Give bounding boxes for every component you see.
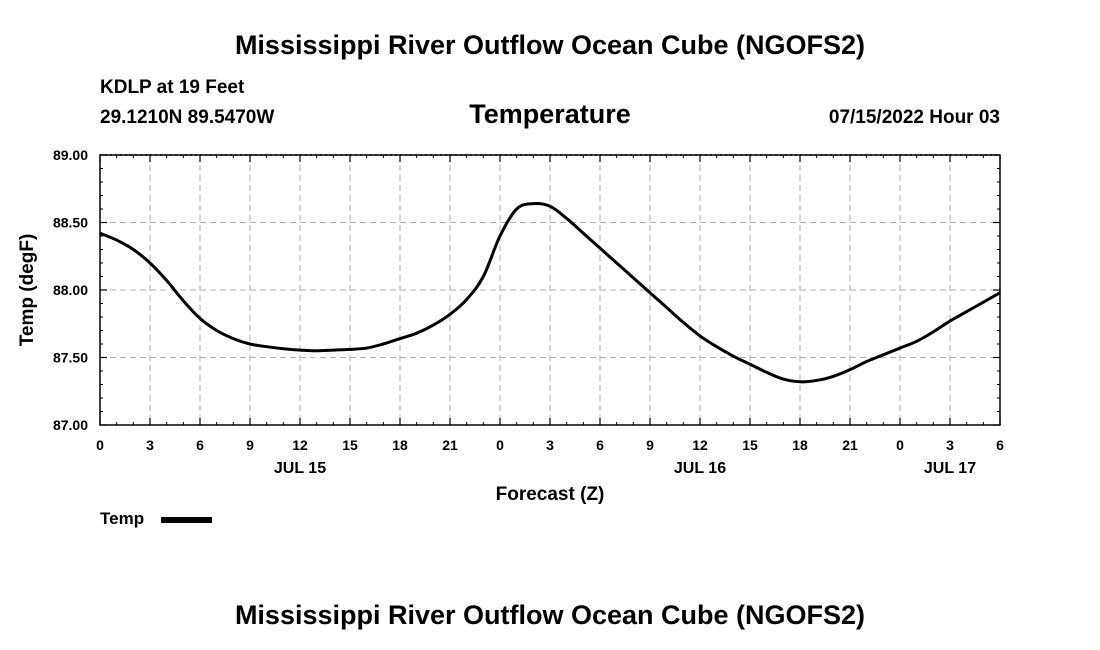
series-line-temp — [99, 201, 1001, 384]
legend-label: Temp — [100, 509, 145, 528]
y-tick-label: 87.50 — [53, 350, 88, 366]
temperature-chart: 0 3 6 9 12 15 18 21 0 3 6 9 12 15 18 21 0 3 6 87.00 87.50 88.… — [17, 147, 1004, 505]
x-tick-label: 21 — [842, 437, 858, 453]
x-tick-label: 3 — [546, 437, 554, 453]
series-layer — [99, 201, 1001, 384]
y-tick-label: 87.00 — [53, 417, 88, 433]
y-tick-label: 88.50 — [53, 215, 88, 231]
date-label: JUL 15 — [274, 460, 326, 477]
x-tick-label: 0 — [496, 437, 504, 453]
date-label: JUL 16 — [674, 460, 726, 477]
x-tick-label: 6 — [996, 437, 1004, 453]
x-tick-label: 0 — [96, 437, 104, 453]
axis-labels: 0 3 6 9 12 15 18 21 0 3 6 9 12 15 18 21 0 3 6 87.00 87.50 88.… — [53, 147, 1004, 477]
station-coordinates: 29.1210N 89.5470W — [100, 107, 275, 128]
x-tick-label: 9 — [646, 437, 654, 453]
x-tick-label: 12 — [692, 437, 708, 453]
x-tick-label: 6 — [196, 437, 204, 453]
legend-line-swatch — [161, 517, 212, 523]
x-tick-label: 3 — [946, 437, 954, 453]
x-tick-label: 18 — [392, 437, 408, 453]
x-tick-label: 18 — [792, 437, 808, 453]
x-tick-label: 12 — [292, 437, 308, 453]
y-axis-title: Temp (degF) — [17, 234, 38, 347]
y-tick-label: 89.00 — [53, 147, 88, 163]
station-label: KDLP at 19 Feet — [100, 77, 245, 98]
x-tick-label: 9 — [246, 437, 254, 453]
x-tick-label: 3 — [146, 437, 154, 453]
date-label: JUL 17 — [924, 460, 976, 477]
x-tick-label: 21 — [442, 437, 458, 453]
x-tick-label: 15 — [342, 437, 358, 453]
x-tick-label: 6 — [596, 437, 604, 453]
chart-title: Temperature — [469, 99, 631, 129]
x-tick-label: 0 — [896, 437, 904, 453]
x-axis-title: Forecast (Z) — [496, 484, 605, 505]
forecast-datetime: 07/15/2022 Hour 03 — [828, 107, 1000, 128]
grid-lines — [100, 155, 1000, 425]
y-tick-label: 88.00 — [53, 282, 88, 298]
main-title: Mississippi River Outflow Ocean Cube (NG… — [234, 30, 866, 60]
x-tick-label: 15 — [742, 437, 758, 453]
plot-frame — [99, 154, 1001, 426]
footer-title: Mississippi River Outflow Ocean Cube (NG… — [234, 600, 866, 630]
